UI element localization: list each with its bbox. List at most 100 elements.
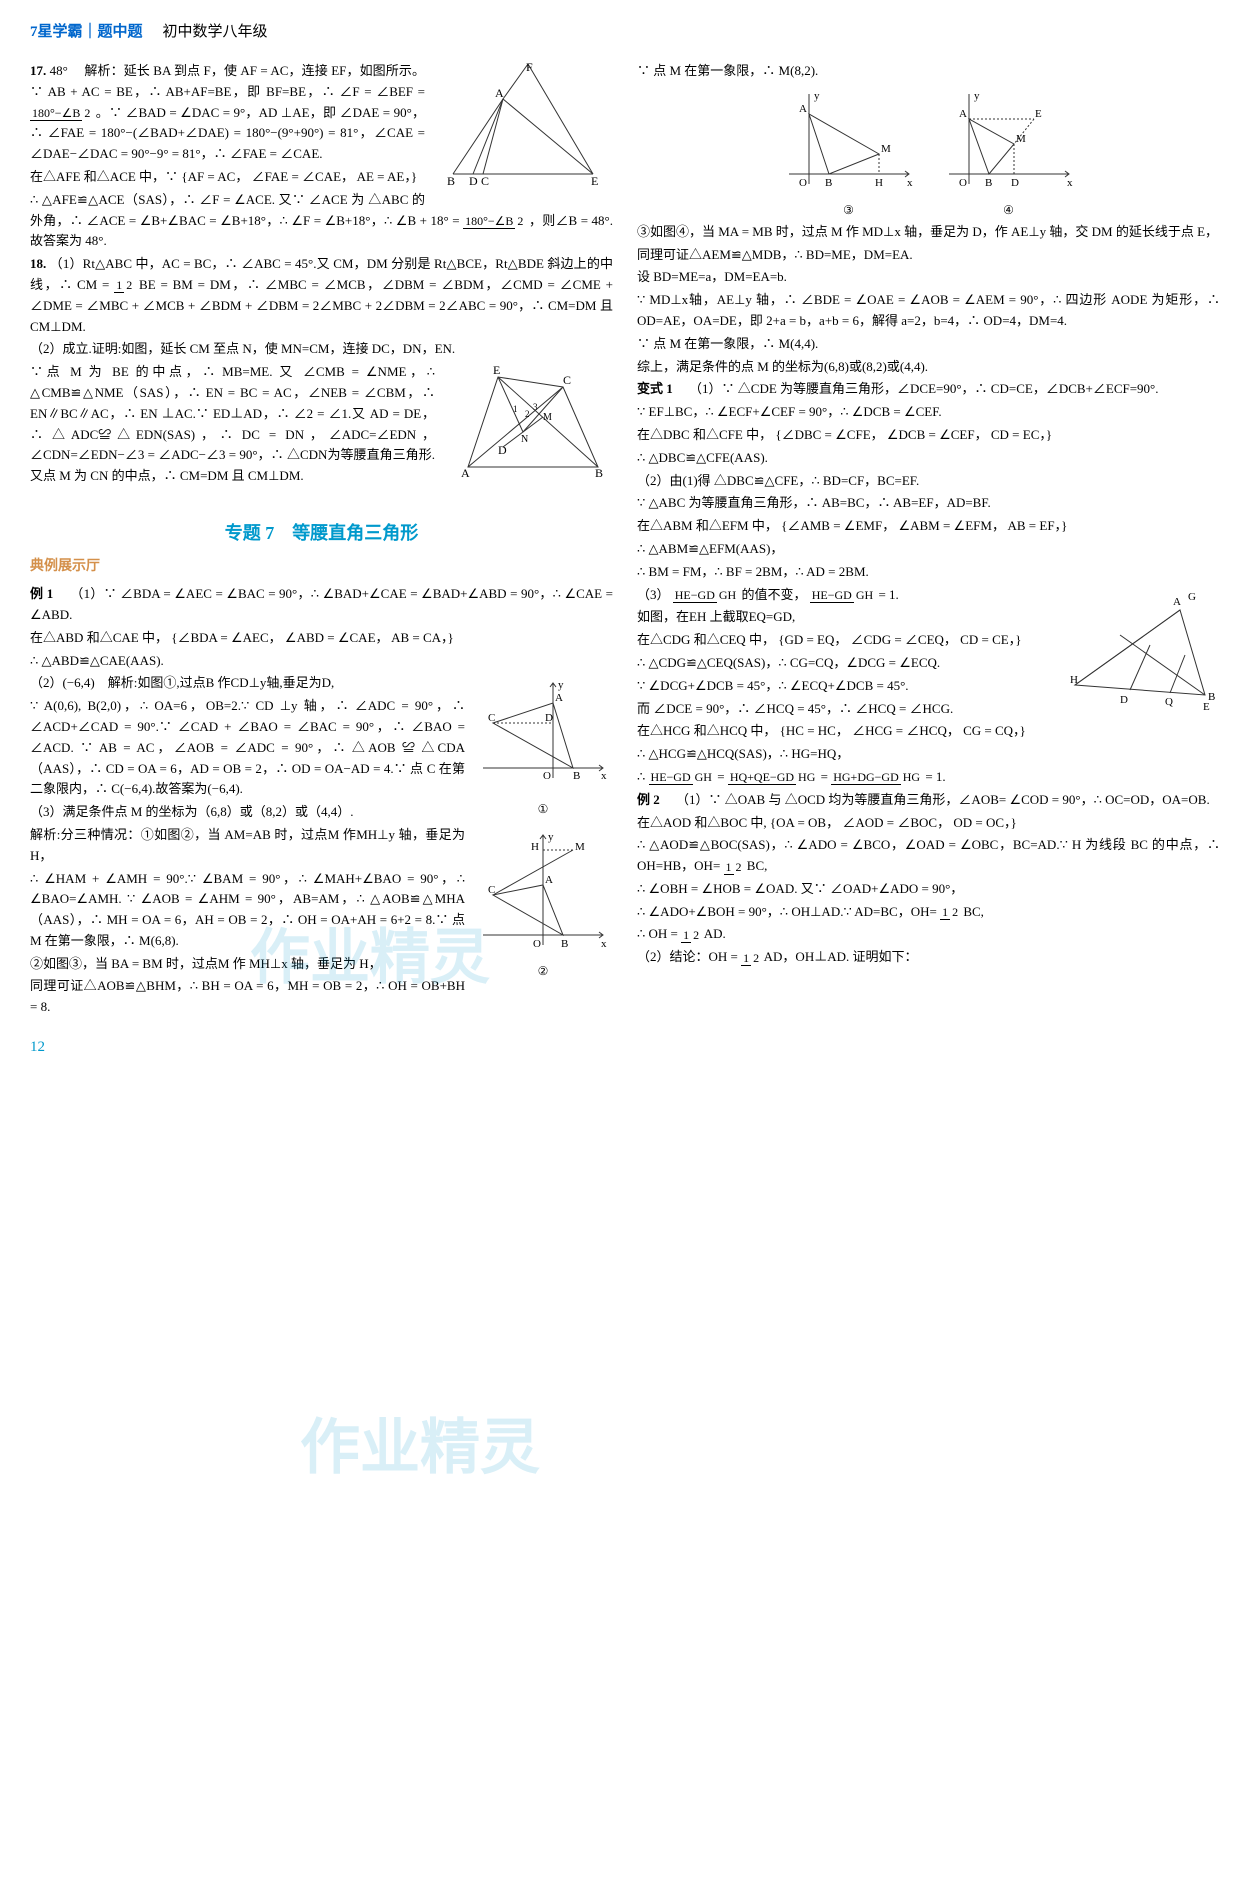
ex2-label: 例 2 [637, 792, 660, 807]
ex2-line1: 例 2 （1）∵ △OAB 与 △OCD 均为等腰直角三角形，∠AOB= ∠CO… [637, 790, 1220, 811]
ex1-text3: ∴ △ABD≌△CAE(AAS). [30, 651, 613, 672]
p18-line1: 18. （1）Rt△ABC 中，AC = BC，∴ ∠ABC = 45°.又 C… [30, 254, 613, 337]
r-text6: 综上，满足条件的点 M 的坐标为(6,8)或(8,2)或(4,4). [637, 357, 1220, 378]
right-column: ∵ 点 M 在第一象限，∴ M(8,2). A B O H M x y [637, 59, 1220, 1020]
svg-text:H: H [875, 177, 883, 189]
svg-text:y: y [974, 90, 980, 102]
ex2-text4: ∴ ∠OBH = ∠HOB = ∠OAD. 又∵ ∠OAD+∠ADO = 90°… [637, 879, 1220, 900]
page-number: 12 [30, 1035, 1220, 1059]
svg-text:A: A [461, 466, 470, 480]
svg-text:M: M [543, 412, 552, 423]
p17-answer: 48° [50, 63, 68, 78]
bs1-label: 变式 1 [637, 381, 673, 396]
svg-text:E: E [493, 363, 500, 377]
figure-coord3: A B O H M x y ③ [779, 84, 919, 220]
frac-2: 180°−∠B2 [463, 212, 525, 231]
bs1-text5: （2）由(1)得 △DBC≌△CFE，∴ BD=CF，BC=EF. [637, 471, 1220, 492]
ex2-text3: ∴ △AOD≌△BOC(SAS)，∴ ∠ADO = ∠BCO，∠OAD = ∠O… [637, 835, 1220, 877]
figure-p18: E C A B D M N 1 2 3 [443, 362, 613, 499]
showcase-label: 典例展示厅 [30, 556, 613, 578]
bs1-text4: ∴ △DBC≌△CFE(AAS). [637, 448, 1220, 469]
svg-text:C: C [488, 884, 495, 896]
p18-text2: （2）成立.证明:如图，延长 CM 至点 N，使 MN=CM，连接 DC，DN，… [30, 339, 613, 360]
page-header: 7星学霸｜题中题 初中数学八年级 [30, 20, 1220, 44]
svg-text:A: A [545, 874, 553, 886]
svg-text:y: y [558, 679, 564, 691]
figures-3-4: A B O H M x y ③ [637, 84, 1220, 220]
svg-text:x: x [601, 938, 607, 950]
r-text1: ③如图④，当 MA = MB 时，过点 M 作 MD⊥x 轴，垂足为 D，作 A… [637, 222, 1220, 243]
svg-text:O: O [799, 177, 807, 189]
figure-coord4: A B O D M E x y ④ [939, 84, 1079, 220]
svg-text:H: H [1070, 674, 1078, 686]
svg-text:x: x [907, 177, 913, 189]
bs1-text9: ∴ BM = FM，∴ BF = 2BM，∴ AD = 2BM. [637, 562, 1220, 583]
svg-text:M: M [575, 841, 585, 853]
geom-svg-18: E C A B D M N 1 2 3 [443, 362, 613, 492]
fig4-label: ④ [939, 201, 1079, 220]
svg-text:1: 1 [513, 404, 518, 414]
svg-text:O: O [959, 177, 967, 189]
figure-coord1: A C B O D x y ① [473, 673, 613, 819]
ex2-text6: ∴ OH = 12 AD. [637, 924, 1220, 945]
bs1-text17: ∴ △HCG≌△HCQ(SAS)，∴ HG=HQ， [637, 744, 1220, 765]
svg-text:A: A [799, 103, 807, 115]
svg-text:y: y [548, 831, 554, 843]
svg-text:D: D [469, 174, 478, 188]
grade-subtitle: 初中数学八年级 [163, 20, 268, 44]
svg-text:D: D [498, 443, 507, 457]
fig1-label: ① [473, 800, 613, 819]
svg-text:O: O [543, 770, 551, 782]
ex1-brace: 在△ABD 和△CAE 中， {∠BDA = ∠AEC， ∠ABD = ∠CAE… [30, 628, 613, 649]
ex1-label: 例 1 [30, 586, 53, 601]
svg-text:C: C [481, 174, 489, 188]
svg-text:H: H [531, 841, 539, 853]
svg-text:Q: Q [1165, 696, 1173, 708]
svg-text:A: A [1173, 596, 1181, 608]
bs1-text2: ∵ EF⊥BC，∴ ∠ECF+∠CEF = 90°，∴ ∠DCB = ∠CEF. [637, 402, 1220, 423]
ex2-brace: 在△AOD 和△BOC 中, {OA = OB， ∠AOD = ∠BOC， OD… [637, 813, 1220, 834]
svg-text:B: B [985, 177, 992, 189]
r-text3: 设 BD=ME=a，DM=EA=b. [637, 267, 1220, 288]
p17-label: 17. [30, 63, 46, 78]
svg-text:D: D [1120, 694, 1128, 706]
triangle-svg: F A B D C E [433, 59, 613, 189]
svg-text:G: G [1188, 591, 1196, 603]
r-text5: ∵ 点 M 在第一象限，∴ M(4,4). [637, 334, 1220, 355]
fig3-label: ③ [779, 201, 919, 220]
svg-text:x: x [1067, 177, 1073, 189]
p17-text3: 在△AFE 和△ACE 中，∵ [30, 169, 178, 184]
bs1-text8: ∴ △ABM≌△EFM(AAS)， [637, 539, 1220, 560]
ex1-text10: 同理可证△AOB≌△BHM，∴ BH = OA = 6，MH = OB = 2，… [30, 976, 613, 1018]
r-text4: ∵ MD⊥x轴，AE⊥y 轴，∴ ∠BDE = ∠OAE = ∠AOB = ∠A… [637, 290, 1220, 332]
p17-text4: ∴ △AFE≌△ACE（SAS），∴ ∠F = ∠ACE. 又∵ ∠ACE 为 … [30, 190, 613, 252]
svg-text:E: E [1035, 108, 1042, 120]
svg-text:B: B [561, 938, 568, 950]
svg-text:N: N [521, 434, 528, 445]
svg-text:M: M [881, 143, 891, 155]
svg-text:D: D [1011, 177, 1019, 189]
bs1-brace2: 在△ABM 和△EFM 中， {∠AMB = ∠EMF， ∠ABM = ∠EFM… [637, 516, 1220, 537]
content-columns: F A B D C E 17. 48° 解析：延长 BA 到点 F，使 AF =… [30, 59, 1220, 1020]
svg-text:3: 3 [533, 402, 538, 412]
svg-text:B: B [573, 770, 580, 782]
svg-text:E: E [1203, 701, 1210, 713]
ex2-text5: ∴ ∠ADO+∠BOH = 90°，∴ OH⊥AD.∵ AD=BC，OH= 12… [637, 902, 1220, 923]
p18-label: 18. [30, 256, 46, 271]
svg-text:E: E [591, 174, 598, 188]
svg-text:y: y [814, 90, 820, 102]
svg-text:A: A [555, 692, 563, 704]
svg-text:B: B [447, 174, 455, 188]
svg-text:B: B [825, 177, 832, 189]
brand-label: 7星学霸｜题中题 [30, 20, 143, 44]
ex2-text7: （2）结论：OH = 12 AD，OH⊥AD. 证明如下： [637, 947, 1220, 968]
svg-text:A: A [959, 108, 967, 120]
bs1-brace1: 在△DBC 和△CFE 中， {∠DBC = ∠CFE， ∠DCB = ∠CEF… [637, 425, 1220, 446]
bs1-line1: 变式 1 （1）∵ △CDE 为等腰直角三角形，∠DCE=90°，∴ CD=CE… [637, 379, 1220, 400]
svg-text:F: F [526, 60, 533, 74]
r-text2: 同理可证△AEM≌△MDB，∴ BD=ME，DM=EA. [637, 245, 1220, 266]
bs1-text6: ∵ △ABC 为等腰直角三角形，∴ AB=BC，∴ AB=EF，AD=BF. [637, 493, 1220, 514]
coord-svg-1: A C B O D x y [473, 673, 613, 793]
bs1-text18: ∴ HE−GDGH = HQ+QE−GDHG = HG+DG−GDHG = 1. [637, 767, 1220, 788]
figure-coord2: A C B O M H x y ② [473, 825, 613, 981]
